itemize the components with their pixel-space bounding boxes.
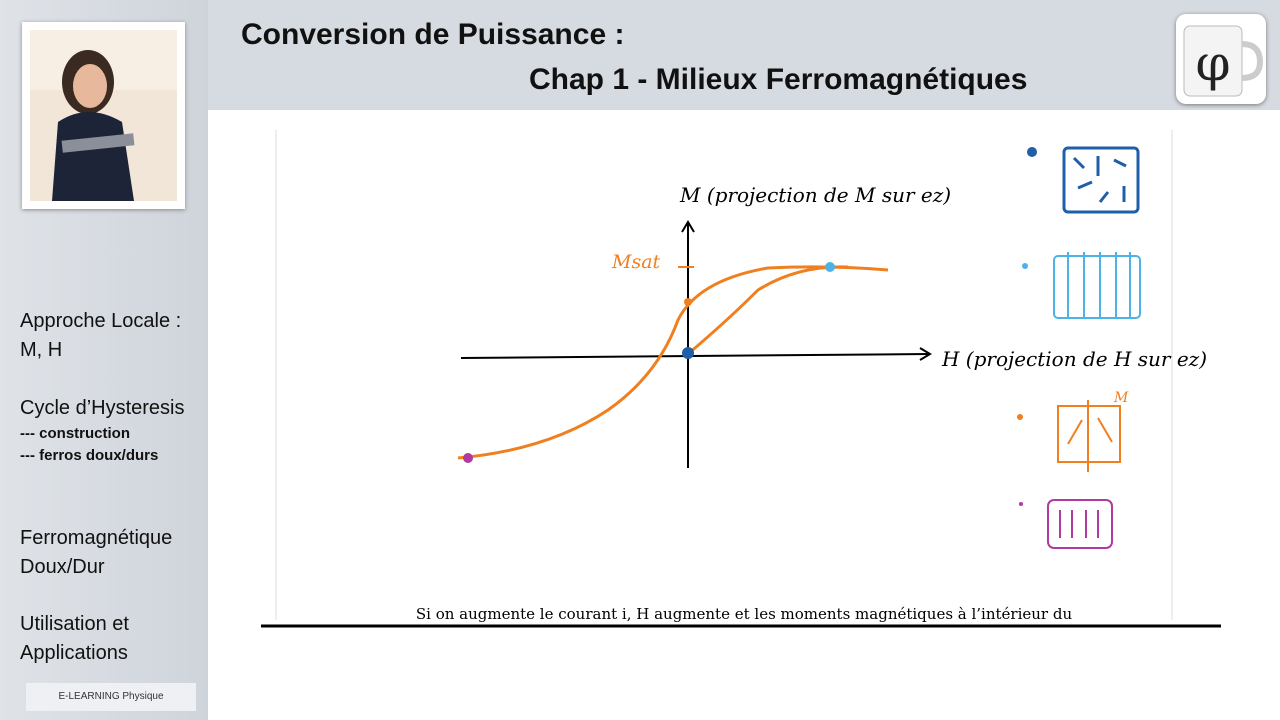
menu-title: Utilisation et [20, 613, 129, 635]
msat-label: Msat [611, 251, 661, 273]
menu-subitem: --- construction [20, 425, 130, 442]
arrow [681, 220, 695, 233]
presenter-video [22, 22, 185, 209]
body-text: Si on augmente le courant i, H augmente … [416, 605, 1073, 623]
menu-subitem: --- ferros doux/durs [20, 447, 159, 464]
menu-item: Approche Locale : M, H [20, 307, 181, 365]
menu-item: Utilisation et Applications [20, 610, 129, 668]
logo: E-LEARNING Physique [26, 683, 196, 711]
domain-arrows [1072, 156, 1127, 203]
bullet [1019, 502, 1023, 506]
hysteresis-curve [457, 265, 889, 460]
point [463, 453, 473, 463]
menu-item: Cycle d’Hysteresis --- construction --- … [20, 394, 184, 467]
point [684, 298, 692, 306]
svg-text:φ: φ [1195, 34, 1230, 92]
bullet [1027, 147, 1037, 157]
x-axis-label: H (projection de H sur ez) [941, 347, 1207, 371]
point [825, 262, 835, 272]
domain-sketch [1062, 146, 1140, 214]
first-magnetisation-curve [687, 265, 849, 356]
whiteboard: M (projection de M sur ez) H (projection… [261, 130, 1221, 628]
menu-title: Cycle d’Hysteresis [20, 397, 185, 419]
menu-subtitle: M, H [20, 339, 63, 361]
sidebar: Approche Locale : M, H Cycle d’Hysteresis… [0, 0, 208, 720]
menu-title: Ferromagnétique [20, 527, 173, 549]
menu-title: Approche Locale : [20, 310, 182, 332]
domain-arrows [1067, 252, 1131, 318]
bullet [1017, 414, 1023, 420]
arrow [919, 347, 932, 361]
phi-logo: φ [1176, 14, 1266, 104]
menu-subtitle: Doux/Dur [20, 556, 105, 578]
domain-arrows [1059, 510, 1099, 538]
domain-sketch [1047, 499, 1113, 549]
header: Conversion de Puissance : Chap 1 - Milie… [208, 0, 1280, 110]
presenter-image [30, 30, 177, 201]
domain-arrows [1067, 400, 1113, 472]
bullet [1022, 263, 1028, 269]
menu-item: Ferromagnétique Doux/Dur [20, 524, 172, 582]
h-axis [460, 353, 929, 359]
title-line: Chap 1 - Milieux Ferromagnétiques [529, 63, 1028, 96]
point [682, 347, 694, 359]
domain-sketch [1053, 255, 1141, 319]
moment-label: M [1113, 390, 1129, 406]
title-line: Conversion de Puissance : [241, 18, 625, 51]
y-axis-label: M (projection de M sur ez) [679, 183, 951, 207]
mug-icon: φ [1183, 25, 1264, 97]
menu-subtitle: Applications [20, 642, 128, 664]
